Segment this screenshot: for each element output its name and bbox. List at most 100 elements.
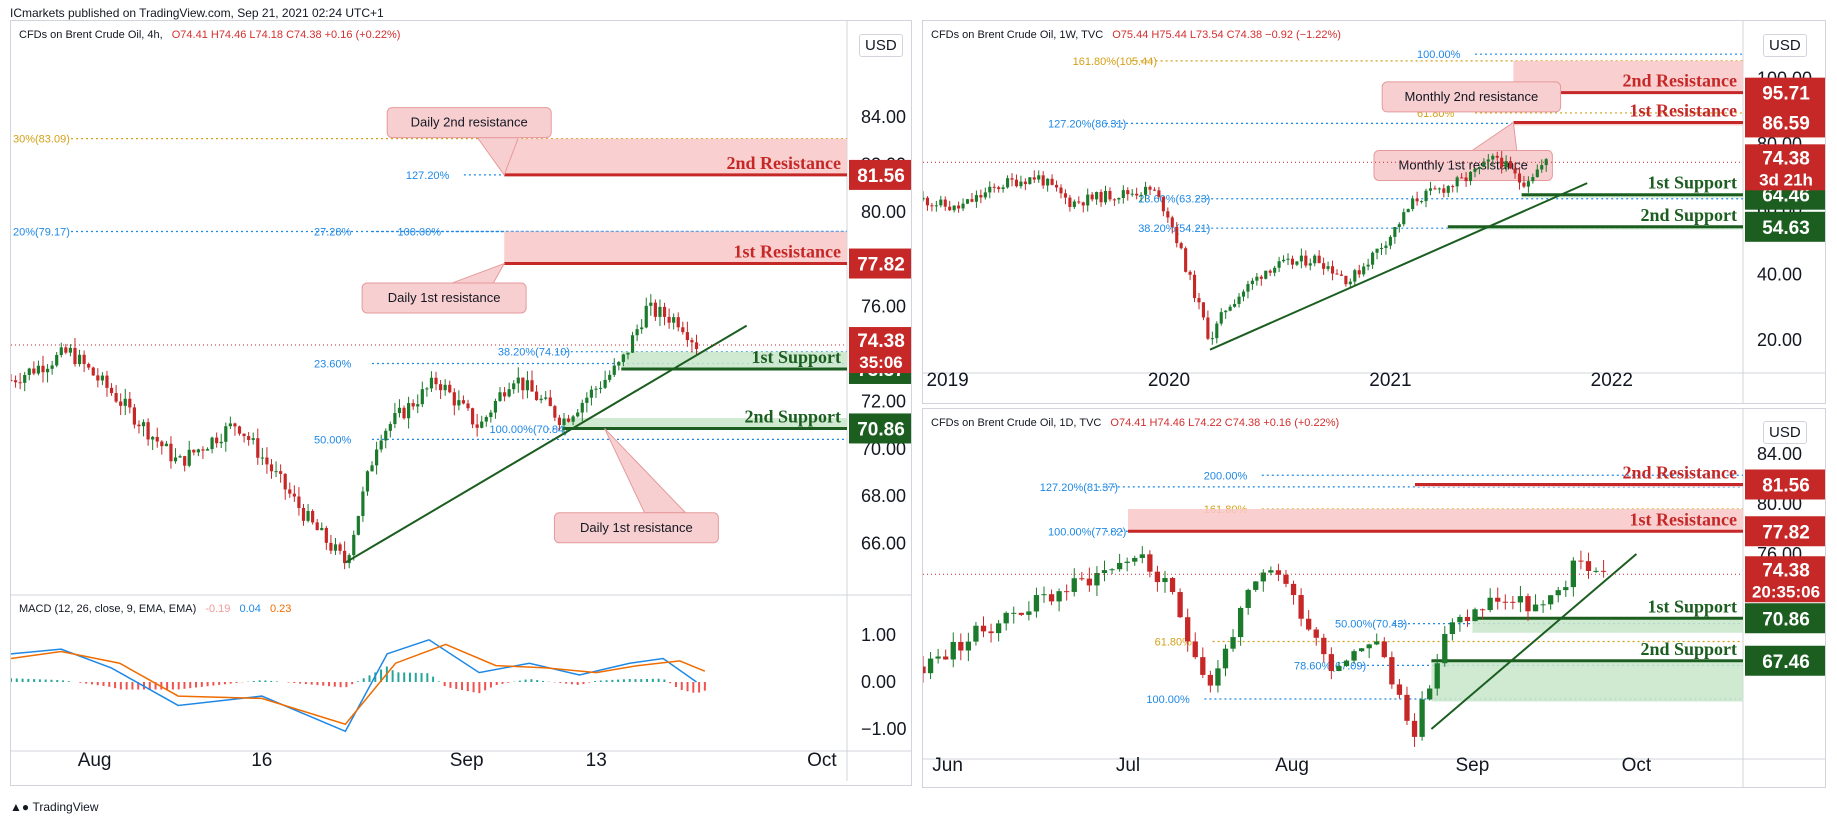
candle-body <box>995 623 1002 634</box>
candle-body <box>1585 561 1592 571</box>
candle-body <box>1250 280 1254 285</box>
candle-body <box>1495 597 1501 602</box>
resistance-zone <box>504 138 847 175</box>
candle-body <box>438 384 443 391</box>
candle-body <box>151 436 155 440</box>
chart-4h-currency[interactable]: USD <box>859 34 903 57</box>
candle-body <box>1449 622 1456 635</box>
candle-body <box>1500 157 1504 168</box>
candle-body <box>1570 560 1576 588</box>
candle-body <box>178 456 182 458</box>
candle-body <box>379 440 383 450</box>
candle-body <box>283 473 287 490</box>
candle-body <box>228 423 232 427</box>
candle-body <box>1268 570 1274 573</box>
candle-body <box>939 199 943 206</box>
candle-body <box>288 489 292 494</box>
candle-body <box>137 424 141 427</box>
macd-y-tick: −1.00 <box>861 719 907 739</box>
candle-body <box>1513 168 1517 174</box>
candle-body <box>114 393 118 402</box>
x-tick-label: Oct <box>807 750 837 771</box>
candle-body <box>1304 255 1308 266</box>
candle-body <box>653 302 657 317</box>
candle-body <box>1068 197 1072 207</box>
chart-panel-4h[interactable]: 66.0068.0070.0072.0074.0076.0078.0080.00… <box>10 20 912 786</box>
chart-1d-title: CFDs on Brent Crude Oil, 1D, TVC O74.41 … <box>931 417 1339 429</box>
fib-label: 127.20%(86.31) <box>1048 118 1126 130</box>
candle-body <box>685 332 689 341</box>
candle-body <box>1388 236 1392 246</box>
candle-body <box>1126 190 1130 195</box>
chart-panel-1w[interactable]: 20.0040.0060.0080.00100.0020192020202120… <box>922 20 1826 404</box>
candle-body <box>649 302 653 306</box>
chart-4h-svg[interactable]: 66.0068.0070.0072.0074.0076.0078.0080.00… <box>11 21 911 785</box>
candle-body <box>237 426 242 434</box>
candle-body <box>1362 266 1366 275</box>
fib-label: 100.00% <box>398 227 442 239</box>
candle-body <box>1308 263 1312 266</box>
resistance-label: 2nd Resistance <box>1622 71 1737 91</box>
candle-body <box>265 457 269 465</box>
candle-body <box>132 407 136 425</box>
candle-body <box>1322 263 1326 269</box>
candle-body <box>1282 259 1286 262</box>
candle-body <box>105 375 109 388</box>
price-tag <box>1745 516 1825 547</box>
y-tick-label: 84.00 <box>861 107 906 127</box>
candle-body <box>1109 569 1115 571</box>
candle-body <box>32 368 36 374</box>
candle-body <box>1326 266 1330 269</box>
candle-body <box>1286 258 1290 260</box>
price-tag-label: 77.82 <box>1762 522 1810 543</box>
candle-body <box>1290 258 1295 265</box>
candle-body <box>1384 245 1388 248</box>
candle-body <box>502 392 507 397</box>
candle-body <box>970 199 974 202</box>
candle-body <box>1170 217 1174 227</box>
chart-panel-1d[interactable]: 76.00 80.00 84.00 Jun Jul Aug Sep Oct 200.00% 127… <box>922 408 1826 788</box>
chart-1w-svg[interactable]: 20.0040.0060.0080.00100.0020192020202120… <box>923 21 1825 403</box>
candle-body <box>965 641 972 651</box>
candle-body <box>1241 291 1246 297</box>
candle-body <box>1179 243 1183 249</box>
x-tick-label: Sep <box>1455 755 1489 776</box>
resistance-label: 1st Resistance <box>1630 509 1737 529</box>
candle-body <box>461 400 466 404</box>
candle-body <box>1050 178 1054 185</box>
candle-body <box>160 441 164 447</box>
price-tag <box>1745 77 1825 108</box>
candle-body <box>548 397 552 407</box>
candle-body <box>498 392 502 401</box>
candle-body <box>1433 188 1437 190</box>
candle-body <box>1306 618 1312 630</box>
candle-body <box>1491 155 1495 160</box>
fib-label: 127.20%(81.37) <box>1040 482 1118 494</box>
candle-body <box>1472 609 1478 622</box>
candle-body <box>274 471 278 473</box>
price-tag <box>849 159 911 190</box>
candle-body <box>1526 181 1530 187</box>
candle-body <box>347 555 351 564</box>
chart-1d-currency[interactable]: USD <box>1763 421 1807 444</box>
chart-1w-currency[interactable]: USD <box>1763 34 1807 57</box>
support-label: 1st Support <box>751 347 841 367</box>
candle-body <box>1139 554 1145 558</box>
candle-body <box>1464 616 1471 622</box>
candle-body <box>164 443 168 447</box>
candle-body <box>1162 577 1168 583</box>
candle-body <box>1339 274 1343 276</box>
candle-body <box>1404 694 1410 721</box>
y-tick-label: 66.00 <box>861 534 906 554</box>
candle-body <box>96 375 100 381</box>
candle-body <box>943 199 947 207</box>
candle-body <box>1460 177 1464 179</box>
candle-body <box>1411 198 1415 210</box>
candle-body <box>41 365 45 373</box>
candle-body <box>1374 641 1380 645</box>
candle-body <box>420 389 424 405</box>
candle-body <box>59 347 63 355</box>
callout-box <box>1381 81 1562 113</box>
tradingview-logo-icon: ▲● <box>10 800 33 814</box>
